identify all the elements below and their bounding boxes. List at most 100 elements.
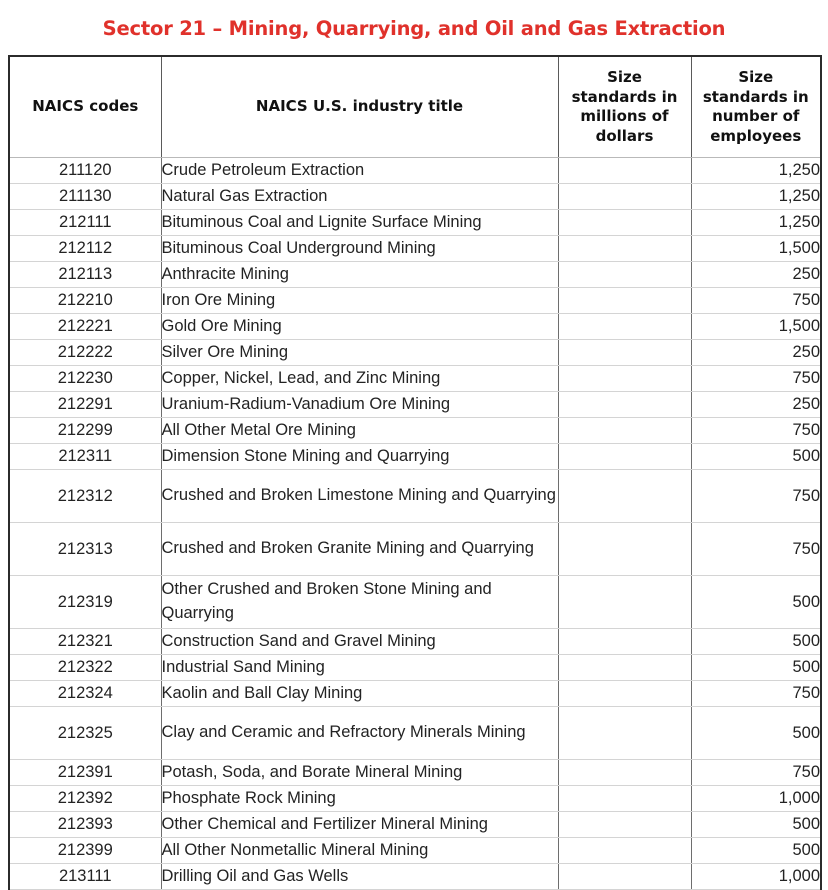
cell-size-standard-dollars	[557, 443, 692, 470]
table-row: 212391 Potash, Soda, and Borate Mineral M…	[8, 759, 822, 786]
cell-size-standard-employees: 500	[690, 706, 822, 760]
cell-size-standard-employees: 750	[690, 417, 822, 444]
table-row: 211130 Natural Gas Extraction 1,250	[8, 183, 822, 210]
cell-naics-code: 212222	[8, 339, 162, 366]
cell-size-standard-employees: 500	[690, 837, 822, 864]
cell-industry-title: Phosphate Rock Mining	[160, 785, 559, 812]
table-header: NAICS codes NAICS U.S. industry title Si…	[8, 55, 822, 158]
cell-industry-title: Kaolin and Ball Clay Mining	[160, 680, 559, 707]
cell-size-standard-dollars	[557, 339, 692, 366]
cell-size-standard-employees: 500	[690, 811, 822, 838]
table-body: 211120 Crude Petroleum Extraction 1,250 211…	[8, 157, 822, 890]
cell-size-standard-employees: 1,000	[690, 863, 822, 890]
column-header-industry-title: NAICS U.S. industry title	[160, 55, 559, 158]
naics-size-standards-table: NAICS codes NAICS U.S. industry title Si…	[8, 55, 822, 890]
cell-industry-title: Iron Ore Mining	[160, 287, 559, 314]
cell-size-standard-dollars	[557, 313, 692, 340]
cell-size-standard-employees: 250	[690, 391, 822, 418]
cell-size-standard-dollars	[557, 157, 692, 184]
cell-naics-code: 212391	[8, 759, 162, 786]
table-row: 212322 Industrial Sand Mining 500	[8, 654, 822, 681]
cell-naics-code: 212221	[8, 313, 162, 340]
cell-industry-title: Dimension Stone Mining and Quarrying	[160, 443, 559, 470]
cell-size-standard-dollars	[557, 522, 692, 576]
cell-industry-title: Other Chemical and Fertilizer Mineral Mi…	[160, 811, 559, 838]
column-header-size-standards-employees: Size standards in number of employees	[690, 55, 822, 158]
naics-table-container: NAICS codes NAICS U.S. industry title Si…	[8, 55, 822, 890]
table-row: 212319 Other Crushed and Broken Stone Min…	[8, 575, 822, 629]
cell-size-standard-dollars	[557, 391, 692, 418]
cell-size-standard-employees: 250	[690, 339, 822, 366]
cell-size-standard-employees: 750	[690, 469, 822, 523]
cell-naics-code: 212210	[8, 287, 162, 314]
table-row: 213111 Drilling Oil and Gas Wells 1,000	[8, 863, 822, 890]
cell-size-standard-employees: 1,250	[690, 209, 822, 236]
cell-size-standard-dollars	[557, 417, 692, 444]
cell-industry-title: Clay and Ceramic and Refractory Minerals…	[160, 706, 559, 760]
cell-size-standard-employees: 500	[690, 575, 822, 629]
table-row: 212324 Kaolin and Ball Clay Mining 750	[8, 680, 822, 707]
cell-naics-code: 212393	[8, 811, 162, 838]
cell-size-standard-employees: 1,500	[690, 235, 822, 262]
cell-size-standard-dollars	[557, 837, 692, 864]
column-header-size-standards-dollars-label: Size standards in millions of dollars	[571, 68, 678, 145]
cell-size-standard-employees: 750	[690, 522, 822, 576]
table-row: 212399 All Other Nonmetallic Mineral Mini…	[8, 837, 822, 864]
cell-naics-code: 212312	[8, 469, 162, 523]
table-row: 212230 Copper, Nickel, Lead, and Zinc Min…	[8, 365, 822, 392]
cell-size-standard-dollars	[557, 785, 692, 812]
cell-industry-title: Other Crushed and Broken Stone Mining an…	[160, 575, 559, 629]
cell-size-standard-dollars	[557, 235, 692, 262]
table-row: 212113 Anthracite Mining 250	[8, 261, 822, 288]
table-row: 212221 Gold Ore Mining 1,500	[8, 313, 822, 340]
column-header-naics-codes: NAICS codes	[8, 55, 162, 158]
cell-industry-title: Copper, Nickel, Lead, and Zinc Mining	[160, 365, 559, 392]
table-row: 212299 All Other Metal Ore Mining 750	[8, 417, 822, 444]
table-row: 211120 Crude Petroleum Extraction 1,250	[8, 157, 822, 184]
table-row: 212112 Bituminous Coal Underground Mining…	[8, 235, 822, 262]
cell-size-standard-dollars	[557, 706, 692, 760]
cell-size-standard-dollars	[557, 365, 692, 392]
cell-industry-title: Bituminous Coal Underground Mining	[160, 235, 559, 262]
cell-size-standard-dollars	[557, 183, 692, 210]
cell-naics-code: 212322	[8, 654, 162, 681]
table-row: 212312 Crushed and Broken Limestone Minin…	[8, 469, 822, 523]
cell-naics-code: 212311	[8, 443, 162, 470]
cell-size-standard-dollars	[557, 863, 692, 890]
cell-size-standard-employees: 500	[690, 654, 822, 681]
cell-industry-title: Uranium-Radium-Vanadium Ore Mining	[160, 391, 559, 418]
cell-naics-code: 212112	[8, 235, 162, 262]
cell-naics-code: 212230	[8, 365, 162, 392]
cell-industry-title: Crude Petroleum Extraction	[160, 157, 559, 184]
cell-size-standard-employees: 500	[690, 443, 822, 470]
column-header-naics-codes-label: NAICS codes	[32, 97, 139, 116]
cell-industry-title: All Other Nonmetallic Mineral Mining	[160, 837, 559, 864]
table-row: 212311 Dimension Stone Mining and Quarryi…	[8, 443, 822, 470]
cell-size-standard-employees: 1,500	[690, 313, 822, 340]
table-row: 212291 Uranium-Radium-Vanadium Ore Mining…	[8, 391, 822, 418]
column-header-industry-title-label: NAICS U.S. industry title	[255, 97, 464, 116]
cell-size-standard-employees: 750	[690, 680, 822, 707]
cell-naics-code: 212113	[8, 261, 162, 288]
cell-industry-title: Potash, Soda, and Borate Mineral Mining	[160, 759, 559, 786]
cell-size-standard-employees: 750	[690, 365, 822, 392]
cell-industry-title: Silver Ore Mining	[160, 339, 559, 366]
table-row: 212222 Silver Ore Mining 250	[8, 339, 822, 366]
table-header-row: NAICS codes NAICS U.S. industry title Si…	[8, 55, 822, 158]
cell-size-standard-employees: 1,000	[690, 785, 822, 812]
cell-industry-title: All Other Metal Ore Mining	[160, 417, 559, 444]
cell-industry-title: Crushed and Broken Granite Mining and Qu…	[160, 522, 559, 576]
cell-size-standard-employees: 750	[690, 759, 822, 786]
cell-size-standard-dollars	[557, 261, 692, 288]
cell-naics-code: 213111	[8, 863, 162, 890]
cell-size-standard-dollars	[557, 811, 692, 838]
cell-naics-code: 212324	[8, 680, 162, 707]
cell-size-standard-dollars	[557, 759, 692, 786]
cell-naics-code: 212325	[8, 706, 162, 760]
cell-size-standard-employees: 1,250	[690, 183, 822, 210]
cell-industry-title: Gold Ore Mining	[160, 313, 559, 340]
page-title: Sector 21 – Mining, Quarrying, and Oil a…	[102, 17, 726, 40]
cell-industry-title: Anthracite Mining	[160, 261, 559, 288]
cell-size-standard-dollars	[557, 628, 692, 655]
cell-naics-code: 211130	[8, 183, 162, 210]
